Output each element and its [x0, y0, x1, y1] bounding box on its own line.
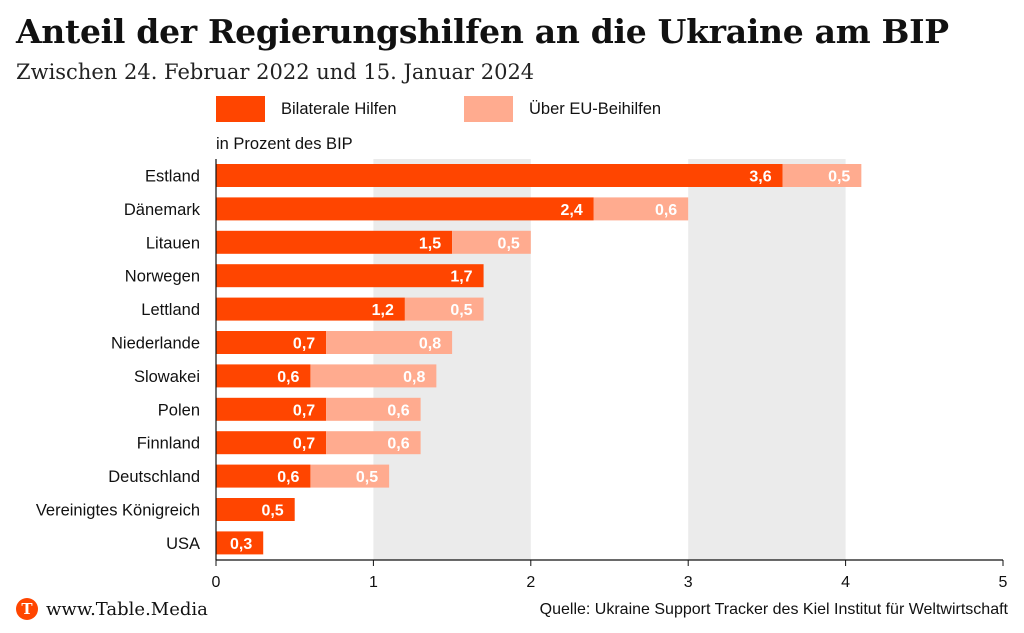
category-label: Litauen: [146, 234, 200, 252]
data-label-eu: 0,6: [387, 402, 409, 419]
bar-bilateral: [216, 164, 783, 187]
data-label-eu: 0,5: [450, 302, 472, 319]
data-label-bilateral: 2,4: [561, 202, 583, 219]
bar-bilateral: [216, 331, 327, 354]
legend-swatch-eu: [464, 96, 513, 122]
data-label-bilateral: 1,2: [372, 302, 394, 319]
bar-eu: [593, 197, 689, 221]
bar-eu: [310, 464, 390, 488]
site-url: www.Table.Media: [46, 598, 208, 620]
data-label-bilateral: 0,7: [293, 436, 315, 453]
category-label: USA: [166, 535, 200, 553]
category-label: Norwegen: [125, 268, 200, 286]
x-tick-label: 4: [841, 574, 850, 591]
category-label: Slowakei: [134, 368, 200, 386]
bar-eu: [326, 331, 453, 354]
bar-bilateral: [216, 297, 405, 321]
bar-bilateral: [216, 431, 327, 455]
data-label-eu: 0,5: [356, 469, 378, 486]
x-tick-label: 5: [999, 574, 1008, 591]
bar-bilateral: [216, 464, 311, 488]
bar-eu: [326, 431, 421, 455]
chart-subtitle: Zwischen 24. Februar 2022 und 15. Januar…: [16, 60, 535, 84]
data-label-bilateral: 0,6: [277, 469, 299, 486]
data-label-eu: 0,5: [498, 235, 520, 252]
data-label-eu: 0,5: [828, 169, 850, 186]
chart-title: Anteil der Regierungshilfen an die Ukrai…: [16, 12, 949, 51]
legend-label-bilateral: Bilaterale Hilfen: [281, 99, 397, 118]
bar-eu: [326, 397, 421, 421]
bar-eu: [452, 230, 531, 254]
data-label-bilateral: 0,3: [230, 536, 252, 553]
category-label: Deutschland: [108, 468, 200, 486]
bar-bilateral: [216, 264, 484, 288]
data-label-eu: 0,6: [655, 202, 677, 219]
x-tick-label: 3: [684, 574, 693, 591]
data-label-bilateral: 0,5: [261, 503, 283, 520]
category-label: Dänemark: [124, 201, 201, 219]
bar-bilateral: [216, 397, 327, 421]
bar-bilateral: [216, 498, 295, 521]
bar-bilateral: [216, 364, 311, 388]
data-label-bilateral: 0,6: [277, 369, 299, 386]
category-label: Vereinigtes Königreich: [36, 502, 200, 520]
legend-label-eu: Über EU-Beihilfen: [529, 99, 662, 118]
grid-band: [373, 159, 531, 560]
data-label-bilateral: 0,7: [293, 402, 315, 419]
category-label: Finnland: [137, 435, 200, 453]
legend: Bilaterale Hilfen Über EU-Beihilfen: [0, 96, 1024, 122]
logo-icon: T: [16, 598, 38, 620]
legend-swatch-bilateral: [216, 96, 265, 122]
bar-bilateral: [216, 230, 453, 254]
bar-eu: [404, 297, 484, 321]
legend-item-eu: Über EU-Beihilfen: [464, 96, 661, 122]
data-label-bilateral: 0,7: [293, 336, 315, 353]
data-label-eu: 0,6: [387, 436, 409, 453]
category-label: Lettland: [141, 301, 200, 319]
bar-eu: [310, 364, 437, 388]
data-label-eu: 0,8: [403, 369, 425, 386]
category-label: Polen: [158, 401, 200, 419]
x-tick-label: 1: [369, 574, 378, 591]
table-media-logo: T www.Table.Media: [16, 598, 208, 620]
category-label: Niederlande: [111, 335, 200, 353]
data-label-eu: 0,8: [419, 336, 441, 353]
data-label-bilateral: 3,6: [749, 169, 771, 186]
grid-band: [688, 159, 846, 560]
category-label: Estland: [145, 168, 200, 186]
bar-bilateral: [216, 197, 594, 221]
x-tick-label: 0: [212, 574, 221, 591]
legend-item-bilateral: Bilaterale Hilfen: [216, 96, 397, 122]
bar-eu: [782, 164, 862, 187]
bar-bilateral: [216, 531, 264, 555]
source-note: Quelle: Ukraine Support Tracker des Kiel…: [539, 601, 1008, 618]
x-tick-label: 2: [526, 574, 535, 591]
data-label-bilateral: 1,7: [450, 269, 472, 286]
data-label-bilateral: 1,5: [419, 235, 441, 252]
unit-label: in Prozent des BIP: [216, 135, 353, 153]
